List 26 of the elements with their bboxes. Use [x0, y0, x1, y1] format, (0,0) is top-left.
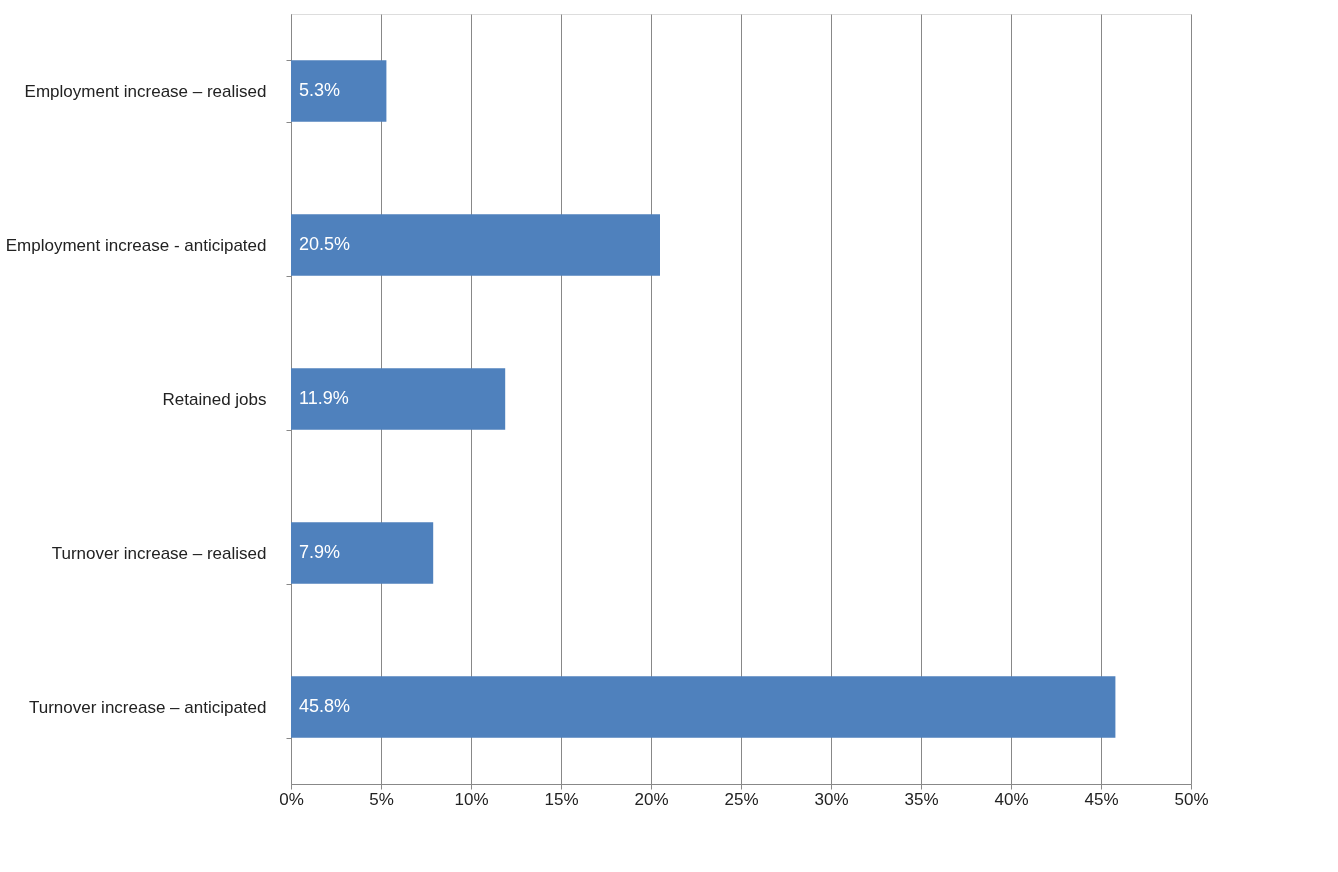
- x-tick-label: 35%: [904, 789, 939, 809]
- y-tick-label: Turnover increase – realised: [51, 543, 267, 563]
- bar: [291, 676, 1116, 738]
- data-label: 7.9%: [299, 542, 341, 562]
- x-tick-label: 25%: [724, 789, 759, 809]
- data-label: 20.5%: [299, 234, 351, 254]
- bar: [291, 60, 387, 122]
- x-tick-label: 40%: [994, 789, 1029, 809]
- y-tick-label: Retained jobs: [162, 389, 267, 409]
- y-tick-label: Turnover increase – anticipated: [28, 697, 267, 717]
- x-tick-label: 30%: [814, 789, 849, 809]
- x-tick-label: 45%: [1084, 789, 1119, 809]
- x-tick-label: 0%: [279, 789, 304, 809]
- data-label: 45.8%: [299, 696, 351, 716]
- x-tick-label: 15%: [544, 789, 579, 809]
- x-tick-label: 5%: [369, 789, 394, 809]
- y-tick-label: Employment increase – realised: [24, 81, 267, 101]
- y-tick-label: Employment increase - anticipated: [5, 235, 267, 255]
- x-tick-label: 20%: [634, 789, 669, 809]
- x-tick-label: 50%: [1174, 789, 1209, 809]
- bar: [291, 522, 434, 584]
- bar: [291, 368, 506, 430]
- data-label: 11.9%: [299, 388, 349, 408]
- data-label: 5.3%: [299, 80, 341, 100]
- bar: [291, 214, 660, 276]
- x-tick-label: 10%: [454, 789, 489, 809]
